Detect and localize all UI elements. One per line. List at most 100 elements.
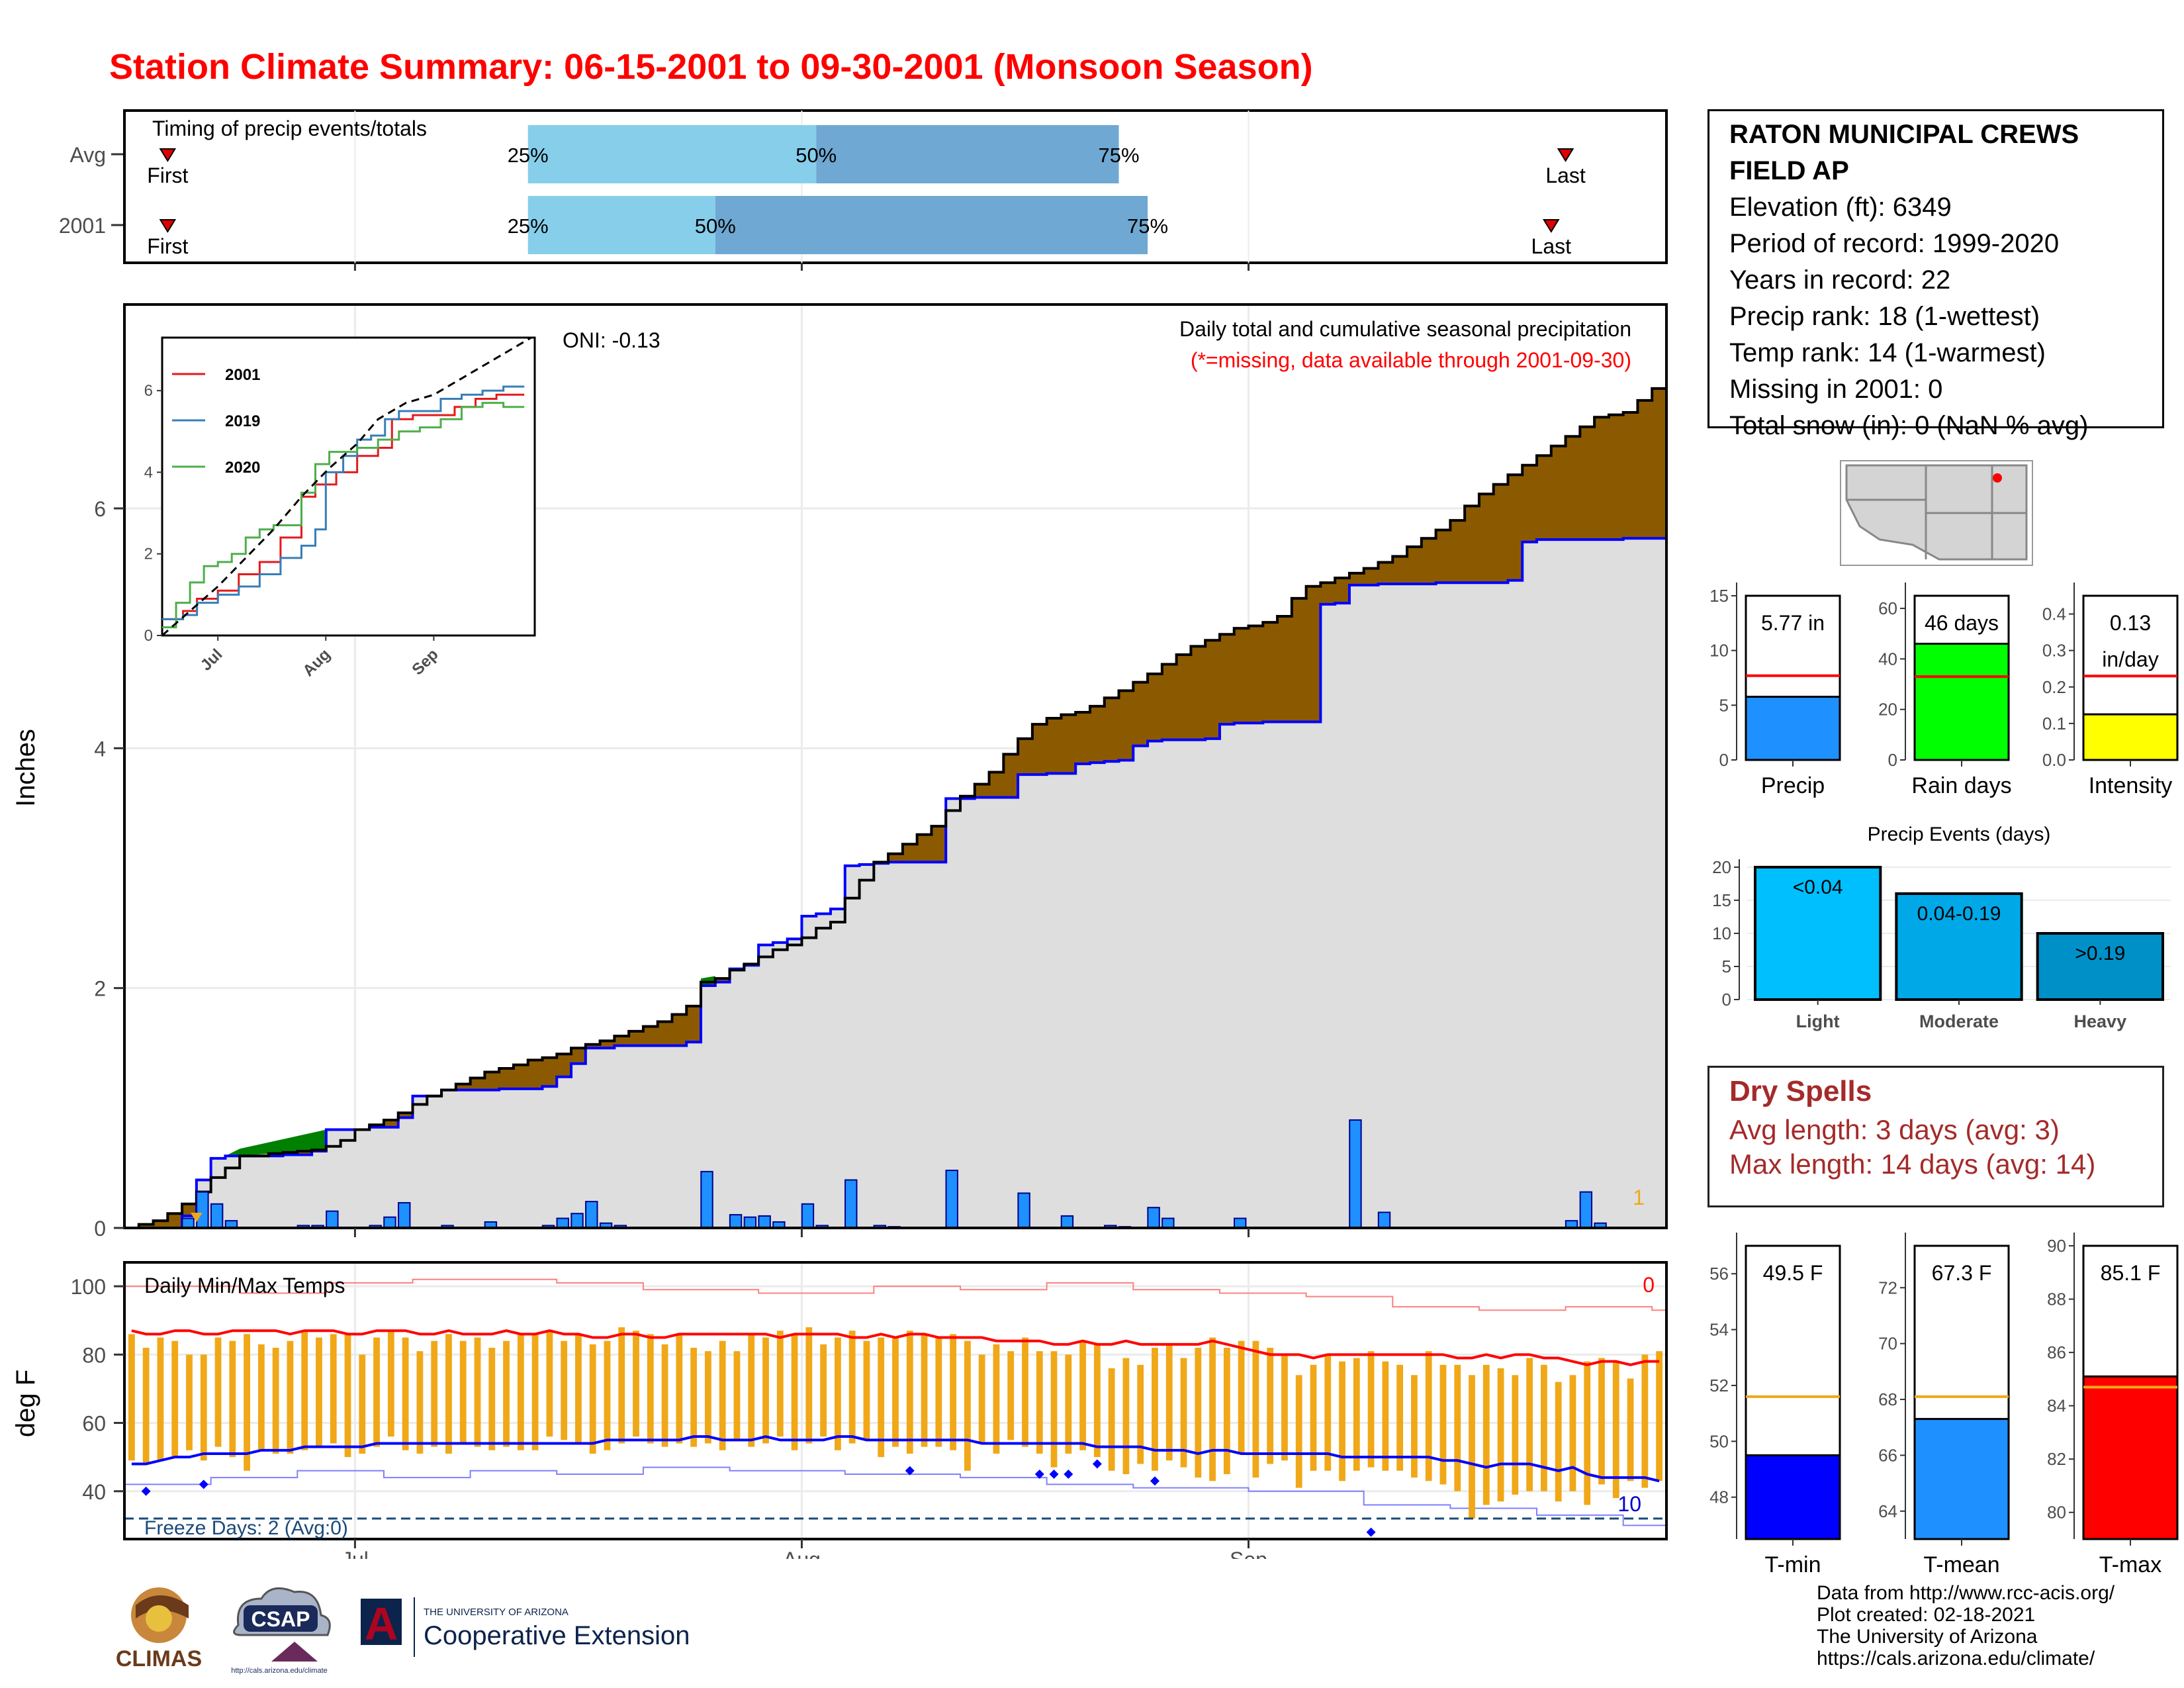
intensity-value-label: 0.13: [2110, 611, 2151, 635]
temps-daily-bar-78: [1252, 1340, 1259, 1478]
main-daily-bar-2: [210, 1203, 224, 1229]
t-max-value-label: 85.1 F: [2101, 1261, 2161, 1285]
temps-daily-bar-105: [1641, 1354, 1649, 1488]
t-max-ytick-label-5: 90: [2047, 1236, 2066, 1256]
temps-daily-bar-26: [503, 1340, 510, 1447]
temps-daily-bar-101: [1584, 1361, 1591, 1505]
credits: Data from http://www.rcc-acis.org/ Plot …: [1817, 1582, 2115, 1669]
main-2001-cumulative-line: [124, 387, 1666, 1229]
rain-days-xlabel: Rain days: [1911, 773, 2011, 798]
events-ytick-label-1: 5: [1722, 957, 1731, 976]
precip-totals-value-label: 5.77 in: [1761, 611, 1825, 635]
temps-daily-bar-19: [402, 1337, 409, 1450]
temps-min-marker-2: [905, 1466, 915, 1476]
temps-daily-bar-38: [676, 1334, 683, 1444]
temps-daily-bar-4: [186, 1354, 193, 1450]
timing-q75-label: 75%: [1127, 214, 1168, 238]
temps-daily-bar-53: [892, 1337, 899, 1447]
timing-q50-label: 50%: [796, 144, 837, 167]
temps-daily-bar-63: [1036, 1351, 1043, 1454]
inset-ytick-label-2: 4: [144, 463, 153, 481]
temps-daily-bar-91: [1439, 1364, 1447, 1485]
temps-daily-bar-64: [1050, 1351, 1058, 1468]
temps-xtick-label-1: Aug: [783, 1548, 821, 1559]
t-mean-ytick-label-3: 70: [1878, 1334, 1897, 1354]
temps-daily-bar-6: [214, 1337, 222, 1447]
temps-daily-bar-86: [1367, 1351, 1375, 1468]
inset-ytick-label-3: 6: [144, 382, 153, 400]
temps-daily-bar-14: [330, 1334, 337, 1444]
main-daily-bar-39: [1579, 1191, 1593, 1229]
rain-days-ytick-label-2: 40: [1878, 649, 1897, 669]
climas-logo-text: CLIMAS: [116, 1646, 202, 1671]
t-min-ytick-label-2: 52: [1709, 1376, 1729, 1395]
logos: CLIMAS CSAP http://cals.arizona.edu/clim…: [116, 1587, 690, 1675]
main-daily-bar-14: [570, 1213, 584, 1229]
main-daily-bar-33: [1147, 1207, 1160, 1229]
main-daily-bar-25: [844, 1179, 858, 1229]
temps-daily-bar-58: [964, 1340, 971, 1471]
t-mean-ytick-label-4: 72: [1878, 1278, 1897, 1297]
temps-daily-bar-33: [604, 1340, 611, 1450]
inset-legend-label-2001: 2001: [225, 366, 260, 384]
temps-daily-bar-28: [531, 1334, 539, 1450]
temps-daily-bar-51: [863, 1340, 870, 1440]
temps-daily-bar-94: [1482, 1364, 1490, 1505]
temps-min-marker-5: [1064, 1469, 1073, 1479]
ua-logo-small: THE UNIVERSITY OF ARIZONA: [424, 1607, 569, 1618]
temps-daily-bar-50: [848, 1331, 856, 1444]
inset-ytick-label-0: 0: [144, 627, 153, 645]
rain-days-value-label: 46 days: [1925, 611, 1999, 635]
events-title: Precip Events (days): [1868, 823, 2051, 845]
temps-daily-bar-45: [776, 1331, 784, 1437]
temps-daily-bar-55: [921, 1334, 928, 1447]
temps-daily-bar-60: [993, 1344, 1000, 1454]
ua-logo-letter: A: [365, 1598, 398, 1650]
station-period: Period of record: 1999-2020: [1729, 229, 2060, 258]
main-daily-bar-34: [1161, 1217, 1175, 1229]
timing-bar-50-75: [715, 196, 1148, 254]
temps-daily-bar-66: [1079, 1340, 1086, 1450]
t-max-ytick-label-1: 82: [2047, 1449, 2066, 1469]
temps-daily-bar-59: [978, 1354, 985, 1444]
timing-q75-label: 75%: [1098, 144, 1139, 167]
precip-total-chart: 0 5 10 15 5.77 in Precip: [1709, 583, 1841, 798]
temps-daily-bar-100: [1569, 1375, 1576, 1491]
main-oni-label: ONI: -0.13: [563, 328, 660, 352]
intensity-ytick-label-3: 0.3: [2042, 641, 2066, 661]
temps-xtick-label-0: Jul: [341, 1548, 369, 1559]
main-precip-chart: 0 2 4 6 Inches Daily total and cumulative sea…: [11, 303, 1668, 1241]
main-daily-bar-20: [743, 1216, 757, 1229]
temps-avg-min-line: [131, 1435, 1660, 1483]
main-daily-bar-23: [801, 1203, 815, 1229]
temps-daily-bar-106: [1656, 1351, 1663, 1481]
t-mean-ytick-label-2: 68: [1878, 1389, 1897, 1409]
temps-daily-bar-46: [791, 1334, 798, 1450]
t-mean-xlabel: T-mean: [1923, 1552, 1999, 1577]
temps-daily-bar-13: [316, 1337, 322, 1447]
temps-count-bottom: 10: [1617, 1492, 1641, 1516]
main-daily-bar-1: [196, 1191, 209, 1229]
csap-url-text: http://cals.arizona.edu/climate: [231, 1667, 328, 1675]
inset-legend-label-2019: 2019: [225, 412, 260, 430]
temps-daily-bar-49: [834, 1337, 841, 1450]
t-max-ytick-label-0: 80: [2047, 1503, 2066, 1523]
temps-daily-bar-48: [820, 1344, 827, 1437]
main-ytick-label-1: 2: [94, 977, 106, 1001]
main-below-avg-area: [225, 1129, 326, 1156]
precip-totals-ytick-label-0: 0: [1719, 750, 1729, 770]
rain-days-ytick-label-1: 20: [1878, 700, 1897, 720]
timing-last-label: Last: [1531, 234, 1572, 258]
precip-totals-ytick-label-3: 15: [1709, 586, 1729, 606]
temps-daily-bar-88: [1396, 1364, 1404, 1471]
rain-days-bar: [1913, 642, 2010, 761]
temps-daily-bar-82: [1310, 1364, 1317, 1471]
timing-row-label: Avg: [69, 143, 106, 167]
credit-university: The University of Arizona: [1817, 1626, 2038, 1648]
inset-series-2019: [162, 385, 525, 620]
temps-daily-bar-44: [762, 1337, 769, 1444]
main-daily-bar-19: [729, 1214, 743, 1229]
temps-avg-max-line: [131, 1329, 1660, 1366]
station-location-dot: [1993, 473, 2002, 483]
